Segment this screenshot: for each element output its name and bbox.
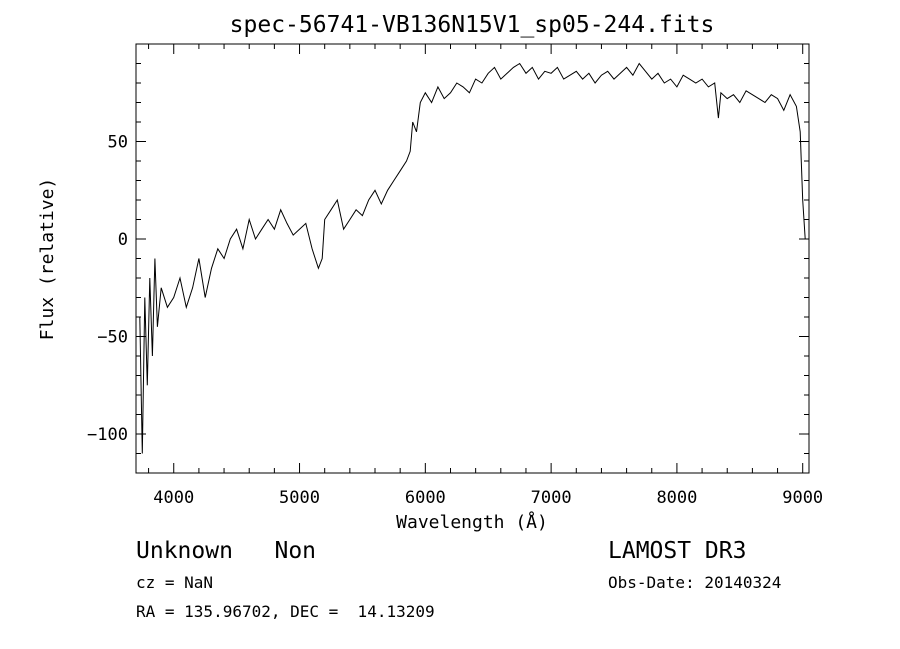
chart-title: spec-56741-VB136N15V1_sp05-244.fits — [230, 12, 715, 38]
survey-name: LAMOST DR3 — [608, 538, 747, 564]
x-tick-label: 7000 — [531, 488, 572, 508]
y-tick-label: −50 — [97, 328, 128, 348]
obs-date: Obs-Date: 20140324 — [608, 573, 782, 592]
x-axis-label: Wavelength (Å) — [396, 511, 548, 533]
plot-frame — [135, 43, 810, 474]
y-axis: −100 −50 0 50 — [87, 63, 809, 454]
x-tick-label: 6000 — [405, 488, 446, 508]
x-tick-label: 4000 — [153, 488, 194, 508]
spectrum-line — [139, 62, 806, 454]
y-tick-label: −100 — [87, 425, 128, 445]
x-tick-label: 9000 — [782, 488, 823, 508]
redshift-cz: cz = NaN — [136, 573, 214, 592]
y-axis-label: Flux (relative) — [37, 178, 58, 341]
y-tick-label: 0 — [118, 230, 128, 250]
coordinates: RA = 135.96702, DEC = 14.13209 — [136, 602, 435, 621]
y-tick-label: 50 — [108, 133, 128, 153]
x-tick-label: 8000 — [656, 488, 697, 508]
object-class: Unknown Non — [136, 538, 317, 564]
x-axis: 4000 5000 6000 7000 8000 9000 — [148, 44, 823, 508]
x-tick-label: 5000 — [279, 488, 320, 508]
